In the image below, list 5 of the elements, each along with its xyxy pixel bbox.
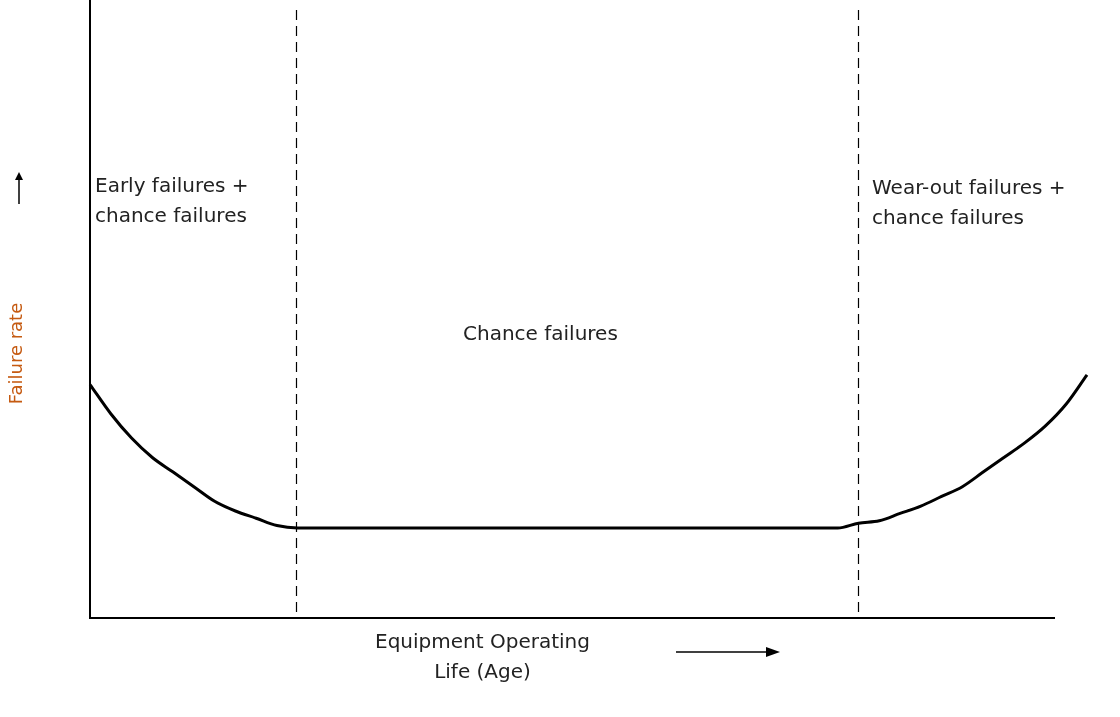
y-axis-title: Failure rate: [4, 301, 26, 407]
x-axis-title: Equipment Operating Life (Age): [374, 628, 591, 685]
text: Wear-out failures + chance failures: [872, 174, 1067, 231]
text: Early failures + chance failures: [95, 172, 250, 229]
text: Chance failures: [463, 320, 619, 347]
